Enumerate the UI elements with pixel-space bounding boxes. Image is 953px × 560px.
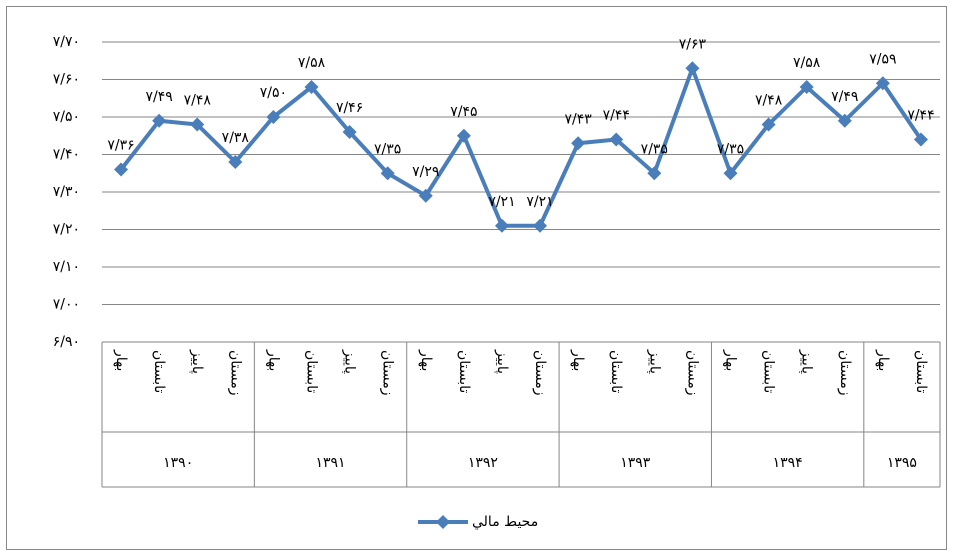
x-tick-label: بهار [875,349,891,371]
marker [609,132,624,147]
x-tick-label: بهار [113,349,129,371]
marker [152,113,167,128]
data-label: ۷/۴۵ [450,104,477,120]
y-tick-label: ۷/۳۰ [53,184,80,200]
marker [913,132,928,147]
data-label: ۷/۴۸ [755,93,783,109]
group-label: ۱۳۹۰ [163,455,193,471]
y-tick-label: ۷/۷۰ [53,34,80,50]
y-tick-label: ۷/۴۰ [53,147,80,163]
y-tick-label: ۷/۱۰ [53,259,80,275]
y-tick-label: ۶/۹۰ [53,334,80,350]
marker [190,117,205,132]
x-tick-label: بهار [723,349,739,371]
x-tick-label: تابستان [608,350,624,393]
marker [114,162,129,177]
data-label: ۷/۵۸ [793,55,821,71]
group-label: ۱۳۹۳ [620,455,651,471]
x-tick-label: زمستان [380,350,396,396]
x-tick-label: پاییز [646,349,662,374]
data-label: ۷/۵۰ [260,85,287,101]
data-label: ۷/۳۵ [374,141,401,157]
series-line [119,66,923,228]
data-label: ۷/۴۸ [184,93,212,109]
legend-marker [436,515,450,529]
data-label: ۷/۵۸ [298,55,326,71]
group-label: ۱۳۹۲ [468,455,498,471]
data-label: ۷/۵۹ [869,51,896,67]
marker [533,218,548,233]
marker [685,61,700,76]
marker [723,166,738,181]
x-tick-label: تابستان [304,350,320,393]
marker [647,166,662,181]
x-tick-label: پاییز [189,349,205,374]
x-tick-label: زمستان [837,350,853,396]
data-label: ۷/۴۴ [907,108,934,124]
x-tick-label: تابستان [761,350,777,393]
y-tick-label: ۷/۰۰ [53,297,80,313]
data-label: ۷/۴۴ [603,108,630,124]
y-tick-label: ۷/۵۰ [53,109,80,125]
marker [418,188,433,203]
data-label: ۷/۲۱ [488,194,515,210]
marker [571,136,586,151]
data-label: ۷/۲۱ [526,194,553,210]
data-label: ۷/۳۸ [222,130,250,146]
data-label: ۷/۴۹ [145,89,172,105]
marker [342,125,357,139]
marker [799,80,814,94]
marker [380,166,395,181]
x-tick-label: زمستان [532,350,548,396]
group-label: ۱۳۹۱ [316,455,346,471]
data-label: ۷/۴۶ [336,100,363,116]
chart-border [6,6,947,550]
y-tick-label: ۷/۲۰ [53,222,80,238]
marker [304,80,319,94]
data-label: ۷/۳۶ [107,138,134,154]
marker [266,110,281,124]
x-tick-label: پاییز [342,349,358,374]
x-tick-label: بهار [418,349,434,371]
x-tick-label: پاییز [799,349,815,374]
data-label: ۷/۴۹ [831,89,858,105]
marker [494,218,509,233]
x-tick-label: بهار [265,349,281,371]
marker [761,117,776,132]
data-label: ۷/۲۹ [412,164,439,180]
x-tick-label: تابستان [151,350,167,393]
x-tick-label: زمستان [227,350,243,396]
x-tick-label: پاییز [494,349,510,374]
x-tick-label: تابستان [913,350,929,393]
data-label: ۷/۳۵ [717,141,744,157]
marker [837,113,852,128]
marker [875,76,890,91]
x-tick-label: تابستان [456,350,472,393]
data-label: ۷/۴۳ [564,111,592,127]
y-tick-label: ۷/۶۰ [53,72,80,88]
marker [228,155,243,169]
legend-label: محيط مالي [472,514,538,530]
group-label: ۱۳۹۵ [887,455,917,471]
group-label: ۱۳۹۴ [773,455,803,471]
x-tick-label: زمستان [684,350,700,396]
x-tick-label: بهار [570,349,586,371]
marker [456,128,471,143]
data-label: ۷/۳۵ [641,141,668,157]
data-label: ۷/۶۳ [679,36,707,52]
